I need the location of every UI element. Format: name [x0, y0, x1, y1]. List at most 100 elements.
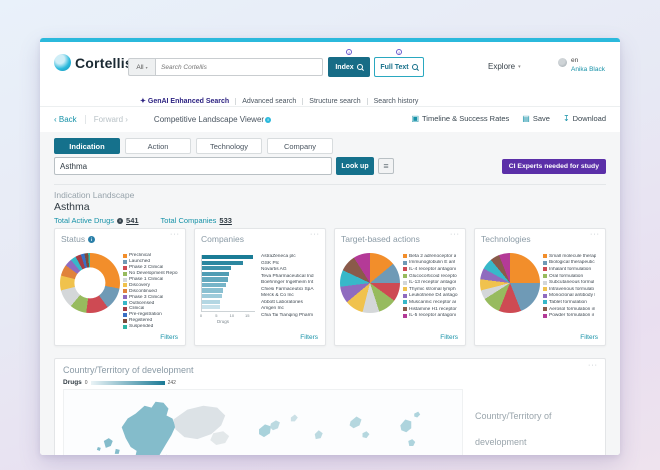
search-input[interactable]	[155, 58, 323, 76]
timeline-success-rates-button[interactable]: ▣ Timeline & Success Rates	[411, 114, 509, 123]
download-button[interactable]: ↧ Download	[563, 114, 606, 123]
company-name[interactable]: Amgen Inc	[261, 306, 284, 311]
legend-item[interactable]: Leukotriene D4 antago	[403, 293, 465, 300]
back-button[interactable]: ‹ Back	[54, 115, 77, 124]
card-menu-icon[interactable]: ···	[170, 231, 180, 238]
cortellis-logo[interactable]: Cortellis ™	[54, 54, 138, 71]
legend-item[interactable]: Thymic stromal lymph	[403, 286, 465, 293]
legend-item[interactable]: Small molecule therap	[543, 253, 605, 260]
indication-query-input[interactable]	[54, 157, 332, 175]
legend-item[interactable]: Biological therapeutic	[543, 260, 605, 267]
technologies-pie-chart[interactable]	[480, 253, 540, 313]
card-menu-icon[interactable]: ···	[450, 231, 460, 238]
card-menu-icon[interactable]: ···	[590, 231, 600, 238]
fulltext-search-button[interactable]: Full Text	[374, 57, 424, 77]
ci-experts-button[interactable]: CI Experts needed for study	[501, 159, 606, 174]
legend-item[interactable]: Phase 3 Clinical	[123, 294, 185, 300]
legend-item[interactable]: Glucocorticoid recepto	[403, 273, 465, 280]
bar[interactable]	[202, 255, 254, 260]
target-actions-pie-chart[interactable]	[340, 253, 400, 313]
bar[interactable]	[202, 288, 224, 293]
company-name[interactable]: AstraZeneca plc	[261, 254, 296, 259]
legend-item[interactable]: Immunoglobulin E ant	[403, 260, 465, 267]
bar[interactable]	[202, 260, 243, 265]
bar[interactable]	[202, 282, 227, 288]
bar[interactable]	[202, 305, 221, 310]
legend-item[interactable]: Powder formulation ir	[543, 312, 605, 319]
user-account[interactable]: en Anika Black	[558, 57, 605, 73]
index-search-button[interactable]: Index	[328, 57, 370, 77]
company-name[interactable]: Merck & Co Inc	[261, 293, 294, 298]
info-icon[interactable]: i	[265, 116, 272, 123]
search-history-link[interactable]: Search history	[366, 97, 425, 105]
status-donut-chart[interactable]	[60, 253, 120, 313]
target-actions-filters-link[interactable]: Filters	[440, 334, 458, 341]
company-name[interactable]: Abbott Laboratories	[261, 299, 303, 305]
company-name[interactable]: Boehringer Ingelheim Int	[261, 280, 314, 285]
legend-item[interactable]: Launched	[123, 259, 185, 265]
company-name[interactable]: GSK Plc	[261, 260, 280, 266]
legend-item[interactable]: IL-4 receptor antagoni	[403, 266, 465, 273]
tab[interactable]: Indication	[54, 138, 120, 154]
card-menu-icon[interactable]: ···	[310, 231, 320, 238]
legend-item[interactable]: No Development Repo	[123, 271, 185, 277]
company-name[interactable]: Teva Pharmaceutical Ind	[261, 273, 314, 279]
bar[interactable]	[202, 294, 222, 299]
company-name[interactable]: Novartis AG	[261, 267, 287, 272]
legend-item[interactable]: Phase 1 Clinical	[123, 277, 185, 283]
company-name[interactable]: Chiesi Farmaceutici SpA	[261, 286, 314, 292]
saved-list-button[interactable]: ≡	[378, 158, 394, 174]
bar[interactable]	[202, 271, 230, 276]
save-button[interactable]: ▤ Save	[522, 114, 550, 123]
legend-item[interactable]: Oral formulation	[543, 273, 605, 280]
bar[interactable]	[202, 277, 228, 282]
tab[interactable]: Company	[267, 138, 333, 154]
info-icon[interactable]: i	[396, 49, 402, 55]
legend-item[interactable]: Muscarinic receptor ar	[403, 299, 465, 306]
companies-filters-link[interactable]: Filters	[300, 334, 318, 341]
companies-bar-chart[interactable]: 0 5 10 15 Drugs	[200, 255, 257, 329]
total-companies-link[interactable]: Total Companies 533	[161, 216, 232, 225]
info-icon[interactable]: i	[346, 49, 352, 55]
user-name[interactable]: Anika Black	[571, 66, 605, 73]
legend-item[interactable]: Discontinued	[123, 288, 185, 294]
advanced-search-link[interactable]: Advanced search	[235, 97, 302, 105]
look-up-button[interactable]: Look up	[336, 157, 374, 175]
legend-item[interactable]: IL-5 receptor antagoni	[403, 312, 465, 319]
legend-item[interactable]: Intravenous formulati	[543, 286, 605, 293]
legend-item[interactable]: Monoclonal antibody l	[543, 293, 605, 300]
legend-item[interactable]: Outlicensed	[123, 300, 185, 306]
legend-item[interactable]: Clinical	[123, 306, 185, 312]
world-map[interactable]	[63, 389, 463, 455]
total-active-drugs-link[interactable]: Total Active Drugs i 541	[54, 216, 139, 225]
forward-button[interactable]: Forward ›	[84, 115, 128, 124]
technologies-filters-link[interactable]: Filters	[580, 334, 598, 341]
legend-item[interactable]: Preclinical	[123, 253, 185, 259]
genai-enhanced-search-link[interactable]: ✦ GenAI Enhanced Search	[140, 97, 235, 106]
search-scope-dropdown[interactable]: All ▾	[128, 58, 155, 76]
legend-item[interactable]: Tablet formulation	[543, 299, 605, 306]
legend-item[interactable]: IL-13 receptor antagor	[403, 279, 465, 286]
legend-item[interactable]: Suspended	[123, 324, 185, 330]
total-companies-value[interactable]: 533	[219, 216, 232, 225]
info-icon[interactable]: i	[88, 235, 96, 243]
info-icon[interactable]: i	[117, 217, 124, 224]
explore-menu[interactable]: Explore ▾	[488, 62, 521, 71]
tab[interactable]: Action	[125, 138, 191, 154]
company-name[interactable]: Chia Tai Tianqing Pharm	[261, 312, 314, 318]
legend-item[interactable]: Phase 2 Clinical	[123, 265, 185, 271]
legend-item[interactable]: Pre-registration	[123, 312, 185, 318]
legend-item[interactable]: Registered	[123, 318, 185, 324]
card-menu-icon[interactable]: ···	[588, 362, 598, 369]
total-drugs-value[interactable]: 541	[126, 216, 139, 225]
status-filters-link[interactable]: Filters	[160, 334, 178, 341]
tab[interactable]: Technology	[196, 138, 262, 154]
legend-item[interactable]: Aerosol formulation in	[543, 306, 605, 313]
bar[interactable]	[202, 266, 231, 271]
legend-item[interactable]: Inhalant formulation	[543, 266, 605, 273]
legend-item[interactable]: Discovery	[123, 282, 185, 288]
structure-search-link[interactable]: Structure search	[302, 97, 366, 105]
legend-item[interactable]: Histamine H1 receptor	[403, 306, 465, 313]
legend-item[interactable]: Beta 2 adrenoceptor a	[403, 253, 465, 260]
bar[interactable]	[202, 299, 221, 304]
